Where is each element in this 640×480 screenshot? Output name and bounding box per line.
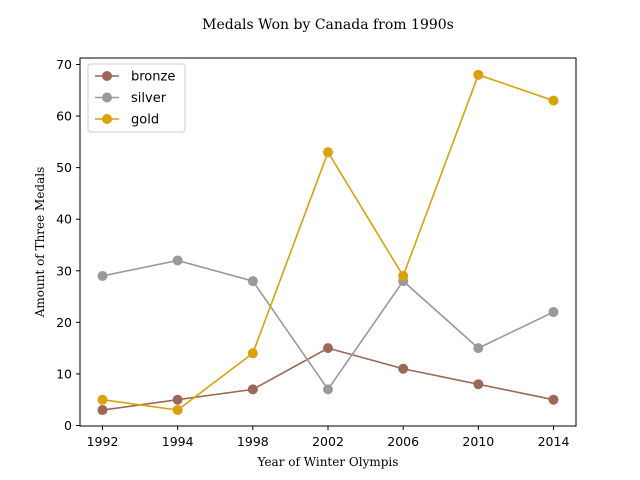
series-bronze bbox=[97, 343, 559, 416]
data-point-bronze bbox=[172, 394, 183, 405]
legend-label-gold: gold bbox=[131, 113, 159, 128]
data-point-silver bbox=[473, 343, 484, 354]
x-tick-label: 1992 bbox=[87, 434, 119, 449]
legend-swatch-marker bbox=[102, 71, 112, 81]
data-point-bronze bbox=[323, 343, 333, 354]
data-point-bronze bbox=[247, 384, 258, 395]
chart-title: Medals Won by Canada from 1990s bbox=[202, 17, 454, 33]
legend-label-silver: silver bbox=[131, 91, 167, 106]
data-point-bronze bbox=[97, 405, 108, 416]
series-silver bbox=[97, 255, 559, 395]
x-axis: 1992 1994 1998 2002 2006 2010 2014 bbox=[87, 426, 570, 449]
y-tick-label: 20 bbox=[56, 315, 72, 330]
data-point-gold bbox=[323, 147, 333, 158]
series-layer bbox=[97, 69, 559, 416]
data-point-gold bbox=[473, 69, 484, 80]
y-tick-label: 50 bbox=[56, 160, 72, 175]
data-point-silver bbox=[247, 276, 258, 287]
y-tick-label: 40 bbox=[56, 212, 72, 227]
x-tick-label: 2010 bbox=[462, 434, 494, 449]
legend-label-bronze: bronze bbox=[131, 70, 175, 85]
data-point-bronze bbox=[398, 363, 409, 374]
legend-swatch-marker bbox=[102, 92, 112, 103]
data-point-silver bbox=[172, 255, 183, 266]
x-tick-label: 1998 bbox=[237, 434, 269, 449]
data-point-gold bbox=[97, 394, 108, 405]
series-gold bbox=[97, 69, 559, 416]
legend: bronze silver gold bbox=[87, 63, 186, 133]
y-tick-label: 0 bbox=[64, 418, 72, 433]
y-tick-label: 60 bbox=[56, 109, 72, 124]
data-point-gold bbox=[548, 95, 559, 106]
y-axis-label: Amount of Three Medals bbox=[33, 167, 47, 319]
data-point-gold bbox=[172, 405, 183, 416]
data-point-bronze bbox=[548, 394, 559, 405]
x-tick-label: 2002 bbox=[312, 434, 344, 449]
data-point-silver bbox=[97, 270, 108, 281]
data-point-silver bbox=[548, 307, 559, 318]
data-point-gold bbox=[247, 348, 258, 359]
legend-swatch-marker bbox=[102, 114, 112, 124]
legend-box bbox=[87, 63, 186, 133]
data-point-gold bbox=[398, 270, 409, 281]
y-tick-label: 30 bbox=[56, 263, 72, 278]
x-axis-label: Year of Winter Olympis bbox=[257, 455, 399, 469]
x-tick-label: 2014 bbox=[538, 434, 570, 449]
y-tick-label: 70 bbox=[56, 57, 72, 72]
data-point-bronze bbox=[473, 379, 484, 390]
x-tick-label: 2006 bbox=[387, 434, 419, 449]
y-axis: 0 10 20 30 40 50 60 70 bbox=[56, 57, 80, 433]
y-tick-label: 10 bbox=[56, 366, 72, 381]
data-point-silver bbox=[323, 384, 333, 395]
x-tick-label: 1994 bbox=[162, 434, 194, 449]
